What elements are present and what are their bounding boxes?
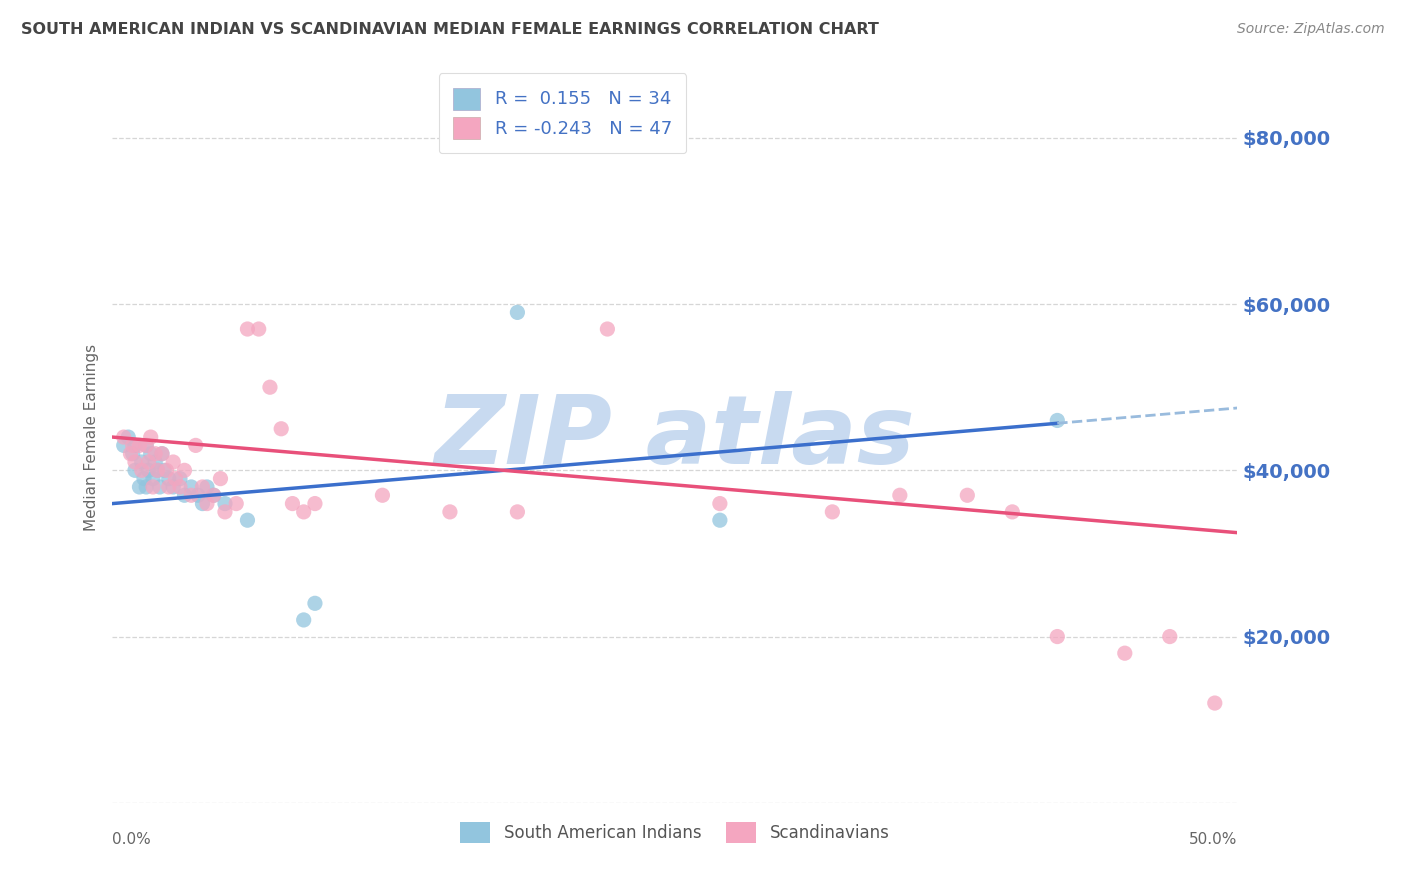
Point	[162, 480, 184, 494]
Point	[128, 480, 150, 494]
Point	[112, 430, 135, 444]
Point	[157, 472, 180, 486]
Point	[143, 455, 166, 469]
Point	[304, 497, 326, 511]
Point	[1001, 505, 1024, 519]
Point	[138, 455, 160, 469]
Text: SOUTH AMERICAN INDIAN VS SCANDINAVIAN MEDIAN FEMALE EARNINGS CORRELATION CHART: SOUTH AMERICAN INDIAN VS SCANDINAVIAN ME…	[21, 22, 879, 37]
Point	[180, 480, 202, 494]
Point	[131, 463, 153, 477]
Point	[173, 488, 195, 502]
Point	[191, 480, 214, 494]
Point	[236, 513, 259, 527]
Point	[149, 480, 172, 494]
Point	[1204, 696, 1226, 710]
Point	[202, 488, 225, 502]
Point	[709, 513, 731, 527]
Point	[202, 488, 225, 502]
Point	[131, 455, 153, 469]
Point	[304, 596, 326, 610]
Point	[1046, 630, 1069, 644]
Point	[169, 480, 191, 494]
Point	[150, 447, 173, 461]
Point	[132, 472, 155, 486]
Point	[195, 480, 218, 494]
Text: ZIP atlas: ZIP atlas	[434, 391, 915, 483]
Point	[180, 488, 202, 502]
Point	[259, 380, 281, 394]
Point	[506, 305, 529, 319]
Point	[439, 505, 461, 519]
Point	[121, 447, 143, 461]
Point	[139, 430, 162, 444]
Point	[146, 463, 169, 477]
Point	[146, 463, 169, 477]
Point	[506, 505, 529, 519]
Point	[138, 463, 160, 477]
Point	[128, 438, 150, 452]
Point	[195, 497, 218, 511]
Point	[142, 480, 165, 494]
Point	[135, 438, 157, 452]
Point	[209, 472, 232, 486]
Point	[889, 488, 911, 502]
Point	[270, 422, 292, 436]
Point	[121, 438, 143, 452]
Point	[135, 480, 157, 494]
Point	[150, 447, 173, 461]
Point	[173, 463, 195, 477]
Point	[155, 463, 177, 477]
Point	[214, 505, 236, 519]
Point	[281, 497, 304, 511]
Point	[124, 438, 146, 452]
Point	[956, 488, 979, 502]
Point	[120, 447, 142, 461]
Text: 50.0%: 50.0%	[1189, 832, 1237, 847]
Point	[1046, 413, 1069, 427]
Point	[142, 472, 165, 486]
Point	[292, 613, 315, 627]
Point	[117, 430, 139, 444]
Point	[709, 497, 731, 511]
Point	[124, 463, 146, 477]
Point	[821, 505, 844, 519]
Point	[135, 438, 157, 452]
Y-axis label: Median Female Earnings: Median Female Earnings	[83, 343, 98, 531]
Point	[162, 455, 184, 469]
Point	[225, 497, 247, 511]
Point	[187, 488, 209, 502]
Point	[1114, 646, 1136, 660]
Point	[371, 488, 394, 502]
Point	[169, 472, 191, 486]
Point	[236, 322, 259, 336]
Legend: South American Indians, Scandinavians: South American Indians, Scandinavians	[454, 815, 896, 849]
Point	[247, 322, 270, 336]
Point	[165, 472, 187, 486]
Point	[139, 447, 162, 461]
Text: 0.0%: 0.0%	[112, 832, 152, 847]
Point	[112, 438, 135, 452]
Point	[596, 322, 619, 336]
Point	[143, 447, 166, 461]
Point	[1159, 630, 1181, 644]
Text: Source: ZipAtlas.com: Source: ZipAtlas.com	[1237, 22, 1385, 37]
Point	[124, 455, 146, 469]
Point	[214, 497, 236, 511]
Point	[153, 463, 176, 477]
Point	[184, 438, 207, 452]
Point	[157, 480, 180, 494]
Point	[292, 505, 315, 519]
Point	[191, 497, 214, 511]
